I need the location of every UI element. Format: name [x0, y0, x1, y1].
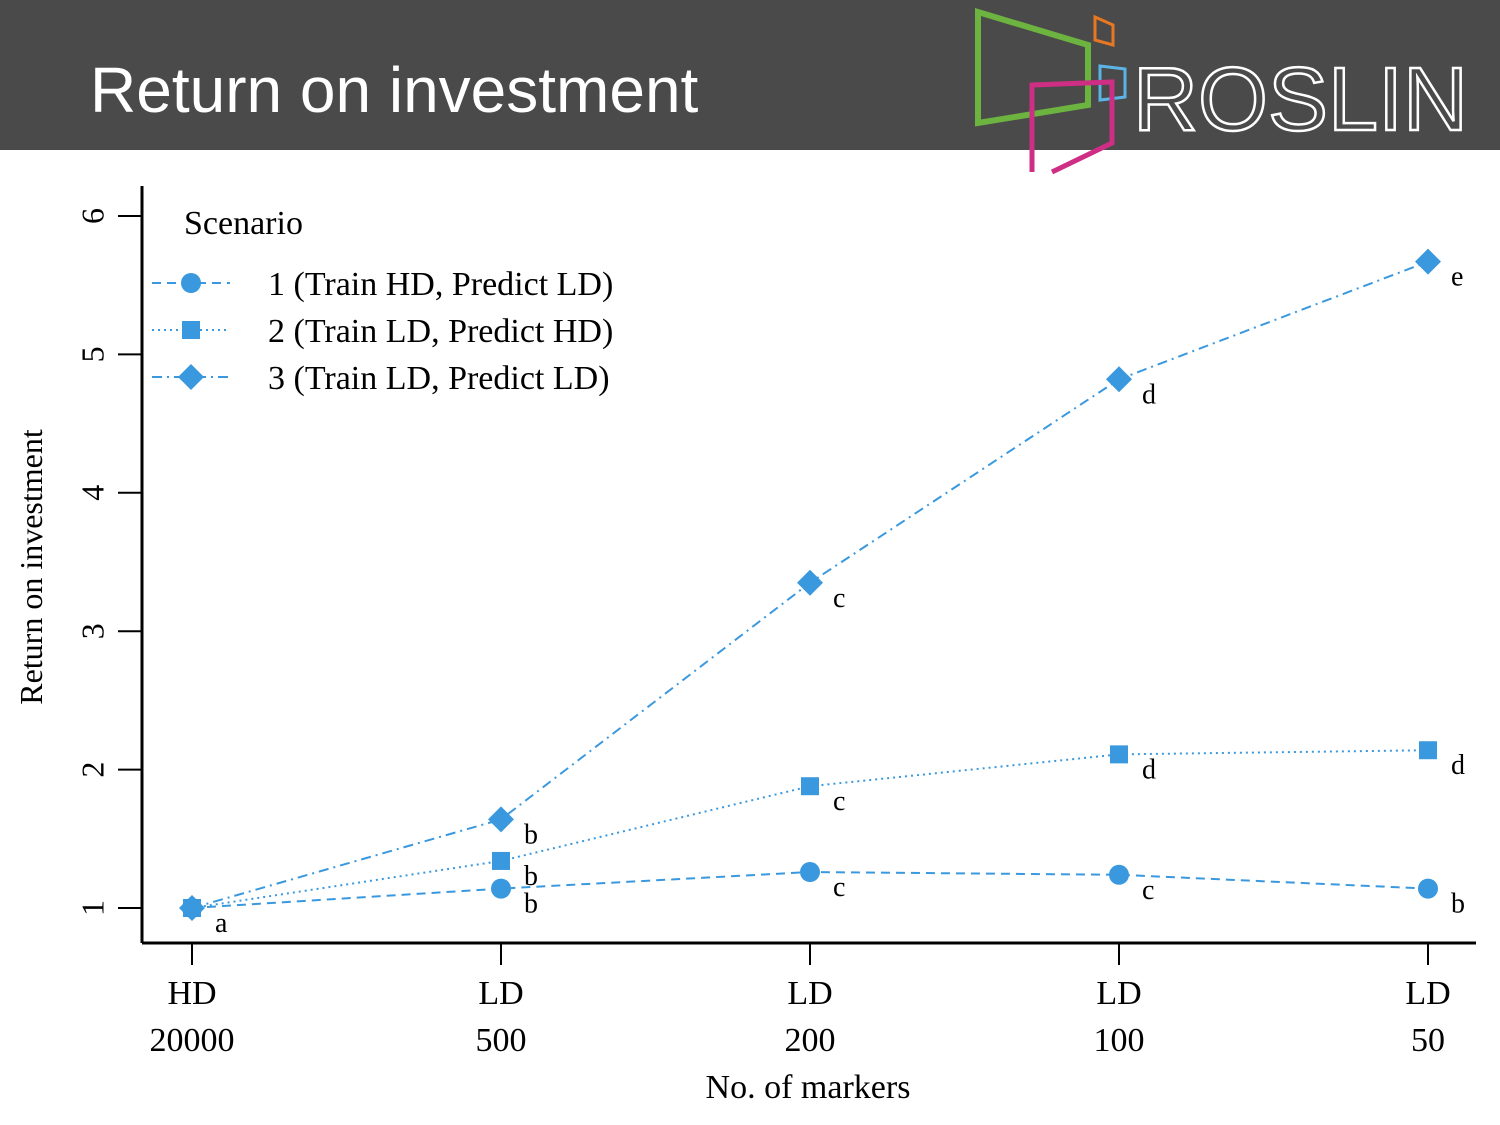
significance-label: a — [215, 908, 228, 939]
slide-header — [0, 0, 1500, 150]
data-point — [491, 878, 511, 899]
y-tick-label: 2 — [74, 762, 110, 778]
significance-label: c — [833, 786, 845, 817]
legend-label: 1 (Train HD, Predict LD) — [268, 266, 613, 303]
series-1: a b c c b — [182, 862, 1465, 939]
chart-legend: Scenario 1 (Train HD, Predict LD) 2 (Train… — [152, 205, 613, 397]
significance-label: c — [833, 583, 845, 614]
data-point — [801, 777, 819, 796]
significance-label: b — [524, 861, 538, 892]
legend-marker — [182, 321, 200, 339]
legend-label: 3 (Train LD, Predict LD) — [268, 360, 610, 397]
data-point — [1110, 745, 1128, 764]
slide-title: Return on investment — [90, 54, 699, 126]
y-tick-label: 3 — [74, 623, 110, 639]
legend-marker — [178, 364, 204, 390]
series-2: b c d d — [183, 741, 1465, 917]
significance-label: d — [1451, 750, 1465, 781]
significance-label: d — [1142, 754, 1156, 785]
data-point — [492, 851, 510, 870]
data-point — [800, 862, 820, 883]
significance-label: b — [524, 889, 538, 920]
chart-axes: 1 2 3 4 5 6 HD 20000 LD 500 LD 200 LD 100 LD 50 — [74, 186, 1476, 1059]
series-3: b c d e — [179, 248, 1463, 921]
logo-blue-frame — [1098, 64, 1127, 102]
data-point — [1415, 248, 1441, 275]
x-tick-label-type: LD — [478, 975, 523, 1012]
x-tick-label-type: HD — [167, 975, 216, 1012]
x-tick-label-type: LD — [787, 975, 832, 1012]
data-point — [797, 569, 823, 596]
series-line — [191, 749, 1429, 909]
data-point — [179, 895, 205, 921]
y-tick-label: 5 — [74, 346, 110, 362]
data-point — [1106, 366, 1132, 393]
y-tick-label: 1 — [74, 900, 110, 916]
data-point — [1419, 741, 1437, 760]
x-tick-label-count: 100 — [1094, 1022, 1145, 1059]
significance-label: b — [1451, 889, 1465, 920]
logo-text: ROSLIN — [1133, 50, 1468, 150]
significance-label: c — [833, 872, 845, 903]
x-tick-label-type: LD — [1405, 975, 1450, 1012]
x-tick-label-count: 200 — [785, 1022, 836, 1059]
legend-marker — [181, 273, 201, 293]
roslin-logo: ROSLIN — [975, 7, 1469, 175]
x-axis-label: No. of markers — [706, 1069, 911, 1106]
y-tick-label: 6 — [74, 208, 110, 224]
significance-label: c — [1142, 875, 1154, 906]
x-tick-label-type: LD — [1096, 975, 1141, 1012]
x-tick-label-count: 500 — [476, 1022, 527, 1059]
y-tick-label: 4 — [74, 485, 110, 501]
legend-title: Scenario — [184, 205, 303, 242]
significance-label: b — [524, 819, 538, 850]
x-tick-label-count: 50 — [1411, 1022, 1445, 1059]
data-point — [1418, 878, 1438, 899]
significance-label: e — [1451, 262, 1463, 293]
logo-magenta-frame — [1029, 79, 1115, 175]
legend-label: 2 (Train LD, Predict HD) — [268, 313, 613, 350]
significance-label: d — [1142, 379, 1156, 410]
y-axis-label: Return on investment — [13, 429, 49, 705]
data-point — [1109, 864, 1129, 885]
x-tick-label-count: 20000 — [150, 1022, 235, 1059]
data-point — [488, 806, 514, 833]
logo-orange-frame — [1093, 14, 1115, 47]
logo-green-frame — [975, 7, 1091, 127]
